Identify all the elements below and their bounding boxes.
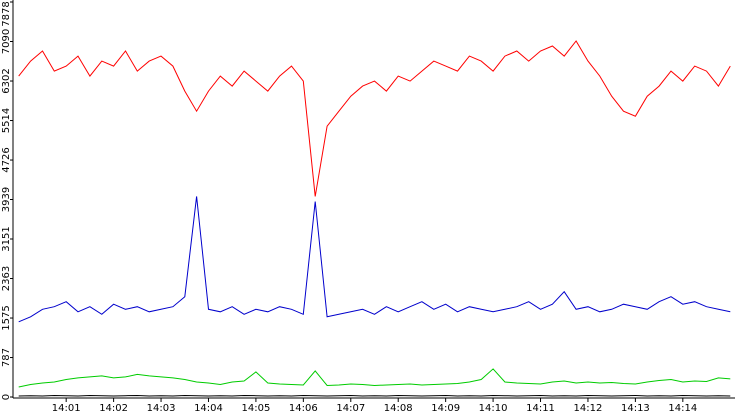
y-tick-label: 7878 [1, 1, 12, 26]
x-tick-label: 14:11 [526, 403, 555, 414]
y-tick-label: 7090 [1, 29, 12, 54]
x-tick-label: 14:07 [336, 403, 365, 414]
x-tick-label: 14:12 [574, 403, 603, 414]
x-tick-label: 14:09 [431, 403, 460, 414]
x-tick-label: 14:06 [289, 403, 318, 414]
x-tick-label: 14:13 [621, 403, 650, 414]
x-tick-label: 14:01 [52, 403, 81, 414]
series-line [18, 40, 731, 197]
series-line [18, 394, 731, 397]
y-tick-label: 2363 [1, 266, 12, 291]
x-tick-label: 14:08 [384, 403, 413, 414]
x-tick-label: 14:05 [242, 403, 271, 414]
y-tick-label: 4726 [1, 147, 12, 172]
x-tick-label: 14:10 [479, 403, 508, 414]
x-tick-label: 14:02 [99, 403, 128, 414]
y-tick-label: 3939 [1, 187, 12, 212]
x-tick-label: 14:04 [194, 403, 223, 414]
x-tick-label: 14:03 [147, 403, 176, 414]
series-line [18, 196, 731, 323]
series-line [18, 368, 731, 388]
y-tick-label: 0 [1, 394, 12, 400]
y-tick-label: 1575 [1, 305, 12, 330]
y-tick-label: 787 [1, 348, 12, 367]
y-tick-label: 3151 [1, 226, 12, 251]
y-tick-label: 5514 [1, 108, 12, 133]
x-tick-label: 14:14 [668, 403, 697, 414]
y-tick-label: 6302 [1, 68, 12, 93]
